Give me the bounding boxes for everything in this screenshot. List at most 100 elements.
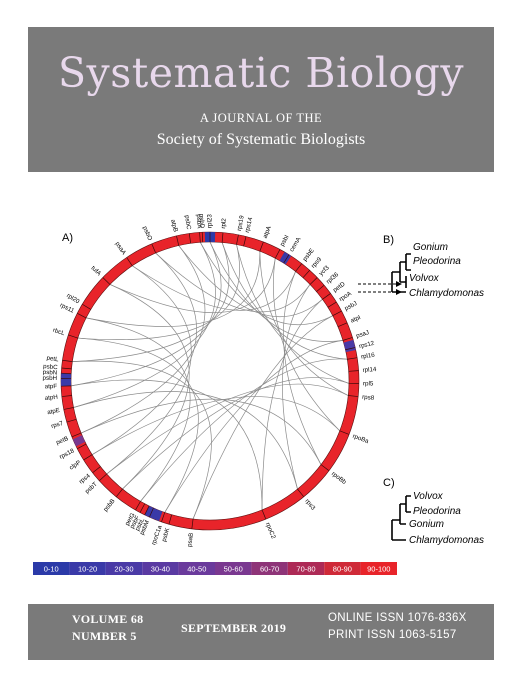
gene-label: rpoC2: [264, 522, 277, 541]
legend-label: 0-10: [44, 565, 59, 574]
tree-c-taxon-2: Pleodorina: [413, 506, 461, 517]
chord: [132, 265, 296, 311]
gene-tick: [61, 372, 72, 375]
volume-label: VOLUME 68: [72, 612, 144, 626]
legend-swatch: [105, 562, 143, 575]
gene-tick: [327, 301, 337, 308]
gene-tick: [295, 263, 303, 272]
gene-label: rps3: [303, 498, 316, 512]
low-identity-segment: [279, 251, 292, 265]
panel-b-label: B): [383, 234, 394, 246]
chord: [221, 242, 348, 360]
gene-tick: [221, 232, 224, 243]
gene-tick: [259, 241, 264, 252]
gene-tick: [342, 337, 353, 341]
gene-tick: [201, 232, 204, 243]
legend-label: 80-90: [333, 565, 352, 574]
gene-tick: [188, 233, 192, 244]
gene-tick: [61, 395, 72, 397]
gene-tick: [99, 473, 107, 481]
gene-tick: [316, 284, 325, 292]
tree-b-taxon-2: Pleodorina: [413, 256, 461, 267]
gene-tick: [77, 443, 87, 449]
gene-label: atpI: [350, 314, 362, 325]
gene-label: psbA: [195, 214, 203, 229]
legend-swatch: [287, 562, 325, 575]
gene-tick: [309, 277, 318, 285]
gene-tick: [297, 488, 305, 498]
chord: [80, 245, 206, 434]
gene-tick: [135, 501, 141, 511]
gene-tick: [243, 236, 247, 247]
chord: [77, 337, 199, 513]
chord: [106, 383, 349, 475]
gene-label: clpP: [68, 459, 82, 471]
gene-boundary-ticks: [61, 232, 359, 529]
chord: [73, 242, 216, 408]
chord: [72, 360, 212, 520]
journal-header: Systematic Biology A JOURNAL OF THE Soci…: [28, 27, 494, 172]
chord: [259, 251, 349, 396]
low-identity-segment: [343, 339, 356, 353]
gene-label: atpB: [169, 219, 179, 233]
legend-label: 70-80: [296, 565, 315, 574]
chord: [106, 265, 192, 475]
tree-b-taxon-3: Volvox: [409, 273, 440, 284]
gene-label: psbD: [198, 214, 206, 229]
issue-date: SEPTEMBER 2019: [181, 621, 287, 635]
chord: [73, 391, 298, 490]
chord: [283, 271, 322, 465]
legend-swatch: [69, 562, 106, 575]
gene-tick: [191, 518, 194, 529]
gene-label: psaA: [114, 241, 128, 257]
gene-tick: [337, 322, 348, 328]
chord: [72, 242, 230, 363]
gene-tick: [77, 313, 87, 319]
gene-tick: [274, 249, 281, 259]
legend-swatch: [215, 562, 252, 575]
gene-tick: [161, 512, 166, 522]
gene-label: petB: [55, 435, 69, 446]
legend-swatch: [251, 562, 288, 575]
number-label: NUMBER 5: [72, 629, 137, 643]
tree-b-taxon-4: Chlamydomonas: [409, 288, 484, 299]
gene-label: rpl23: [207, 214, 214, 228]
gene-tick: [332, 310, 342, 317]
gene-label: rpl14: [362, 366, 377, 374]
gene-tick: [302, 270, 310, 278]
gene-tick: [115, 488, 123, 498]
chord: [199, 242, 333, 325]
gene-tick: [66, 418, 77, 423]
legend-swatch: [142, 562, 179, 575]
gene-tick: [126, 257, 133, 266]
gene-tick: [199, 232, 201, 243]
gene-label: atpE: [47, 407, 61, 416]
gene-label: psaB: [186, 532, 195, 547]
chord: [80, 398, 322, 465]
gene-label: psbI: [279, 234, 291, 248]
gene-label: tufA: [89, 265, 102, 278]
legend-label: 20-30: [114, 565, 133, 574]
panel-c-label: C): [383, 477, 395, 489]
legend-label: 90-100: [367, 565, 390, 574]
chord: [282, 284, 311, 490]
legend-swatch: [178, 562, 215, 575]
chord: [122, 377, 350, 490]
gene-label: psbJ: [344, 300, 359, 312]
tree-c-taxon-3: Gonium: [409, 519, 444, 530]
gene-label: rps18: [58, 447, 75, 461]
chord: [71, 379, 263, 510]
gene-tick: [345, 347, 356, 351]
low-identity-segment: [72, 435, 86, 447]
chord: [71, 241, 222, 387]
gene-tick: [348, 395, 359, 397]
gene-label: rps11: [59, 302, 76, 315]
journal-subtitle-line2: Society of Systematic Biologists: [156, 131, 366, 148]
chord: [155, 252, 311, 313]
gene-tick: [283, 254, 290, 264]
gene-tick: [68, 334, 78, 339]
gene-label: psbK: [161, 526, 172, 542]
gene-tick: [261, 509, 267, 520]
legend-swatch: [324, 562, 361, 575]
